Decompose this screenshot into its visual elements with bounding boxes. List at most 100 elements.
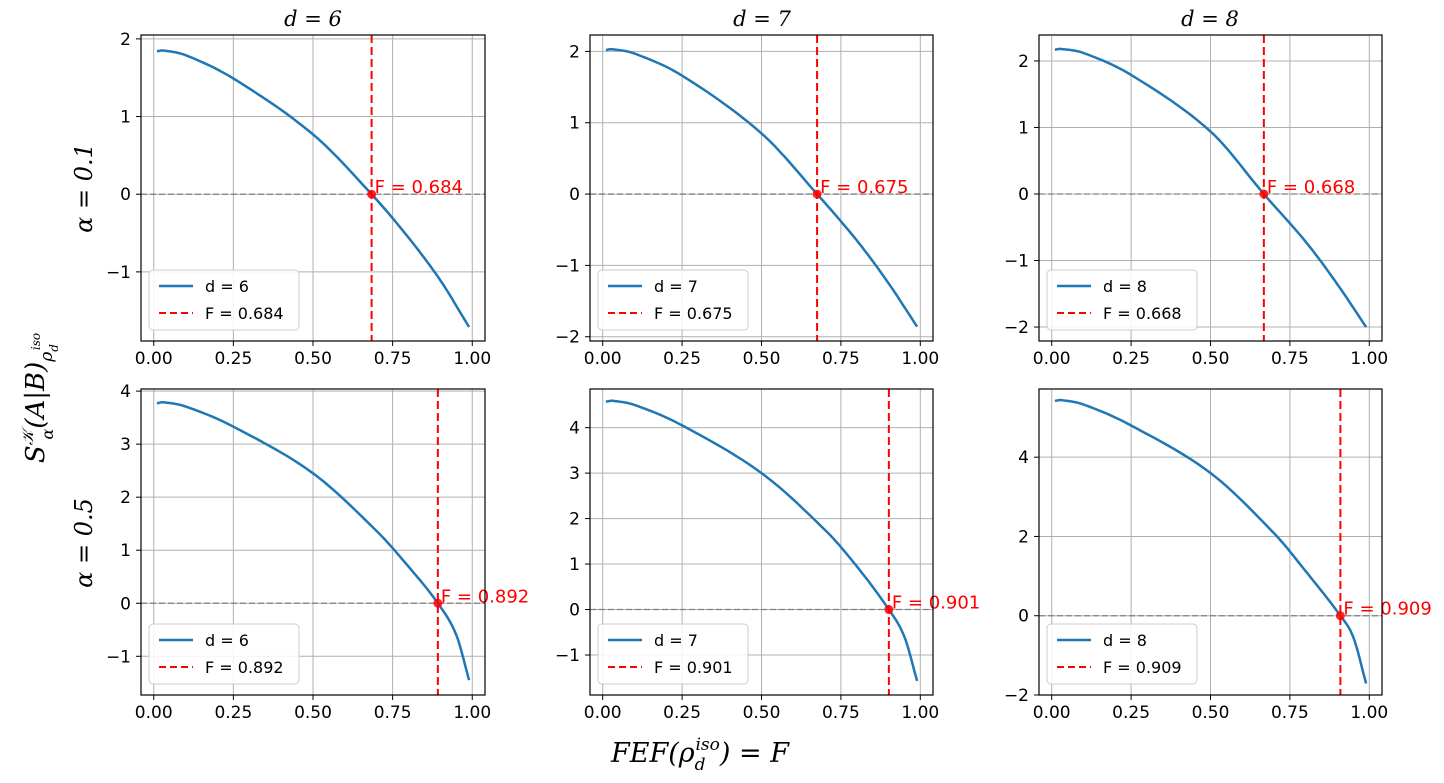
ylabel-sub: α: [38, 428, 57, 439]
y-tick-label: 3: [569, 464, 580, 484]
column-title-d7: d = 7: [733, 7, 791, 31]
threshold-point: [433, 598, 443, 608]
shared-y-label: S𝒦α(A|B)ρdiso: [18, 333, 61, 463]
panel-2: F = 0.675 0.00 0.25 0.50 0.75 1.00 −2 −1 0 1 2 d = …: [555, 34, 939, 369]
y-tick-label: 0: [120, 594, 131, 614]
y-tick-label: 0: [120, 185, 131, 205]
x-tick-label: 0.50: [294, 703, 332, 723]
x-tick-label: 0.25: [214, 703, 252, 723]
legend-curve-label: d = 8: [1103, 631, 1147, 650]
x-tick-label: 0.25: [663, 703, 701, 723]
x-tick-label: 1.00: [453, 349, 491, 369]
y-tick-label: −2: [1004, 318, 1029, 338]
x-tick-label: 0.00: [584, 349, 622, 369]
ylabel-rho-sub: d: [47, 344, 61, 352]
threshold-point: [1259, 189, 1269, 199]
y-tick-label: 0: [569, 601, 580, 621]
x-tick-label: 1.00: [1350, 349, 1388, 369]
panel-5: F = 0.901 0.00 0.25 0.50 0.75 1.00 −1 0 1 2 3 4 d = …: [555, 388, 980, 723]
threshold-point: [367, 189, 377, 199]
y-tick-label: −1: [555, 646, 580, 666]
y-tick-label: −1: [106, 263, 131, 283]
xlabel-main: FEF(ρ: [610, 738, 695, 769]
x-tick-label: 0.00: [135, 703, 173, 723]
x-tick-label: 0.75: [1271, 703, 1309, 723]
svg-text:S𝒦α(A|B)ρdiso: S𝒦α(A|B)ρdiso: [18, 333, 61, 463]
y-tick-label: 0: [569, 185, 580, 205]
xlabel-sub: d: [695, 755, 706, 775]
y-tick-label: 4: [120, 382, 131, 402]
y-tick-label: 1: [120, 108, 131, 128]
ylabel-rho: ρ: [37, 352, 57, 363]
y-tick-label: −1: [555, 256, 580, 276]
threshold-annotation: F = 0.684: [375, 177, 463, 198]
y-tick-label: 1: [1018, 118, 1029, 138]
x-tick-label: 0.00: [584, 703, 622, 723]
y-tick-label: −2: [555, 328, 580, 348]
threshold-point: [812, 189, 822, 199]
x-tick-label: 0.50: [1192, 703, 1230, 723]
legend-curve-label: d = 7: [654, 631, 698, 650]
y-tick-label: 1: [120, 541, 131, 561]
y-tick-label: 2: [120, 30, 131, 50]
column-title-d8: d = 8: [1181, 7, 1239, 31]
x-tick-label: 0.50: [743, 349, 781, 369]
panel-4: F = 0.892 0.00 0.25 0.50 0.75 1.00 −1 0 1 2 3 4 d = …: [106, 382, 529, 723]
x-tick-label: 1.00: [901, 703, 939, 723]
x-tick-label: 0.75: [822, 349, 860, 369]
x-tick-label: 0.75: [374, 349, 412, 369]
legend-curve-label: d = 7: [654, 277, 698, 296]
y-tick-label: 4: [569, 419, 580, 439]
y-tick-label: 2: [569, 42, 580, 62]
x-tick-label: 1.00: [901, 349, 939, 369]
series-line-d7: [605, 47, 919, 328]
y-tick-label: 2: [569, 510, 580, 530]
panel-1: F = 0.684 0.00 0.25 0.50 0.75 1.00 −1 0 1 2 d = 6 F…: [106, 30, 491, 369]
row-label-alpha-0-5: α = 0.5: [70, 498, 98, 588]
series-line-d6: [156, 49, 471, 328]
ylabel-s: S: [21, 445, 51, 463]
x-tick-label: 0.25: [1112, 349, 1150, 369]
x-tick-label: 0.25: [1112, 703, 1150, 723]
x-tick-label: 0.75: [1271, 349, 1309, 369]
x-tick-label: 1.00: [453, 703, 491, 723]
legend-curve-label: d = 6: [205, 277, 249, 296]
legend-curve-label: d = 6: [205, 631, 249, 650]
y-tick-label: 1: [569, 555, 580, 575]
y-tick-label: −1: [1004, 252, 1029, 272]
y-tick-label: 1: [569, 114, 580, 134]
x-tick-label: 0.50: [743, 703, 781, 723]
xlabel-rest: ) = F: [719, 738, 790, 769]
y-tick-label: 2: [120, 488, 131, 508]
x-tick-label: 0.00: [135, 349, 173, 369]
panel-3: F = 0.668 0.00 0.25 0.50 0.75 1.00 −2 −1 0 1 2 d = …: [1004, 34, 1388, 369]
y-tick-label: 2: [1018, 52, 1029, 72]
x-tick-label: 0.75: [374, 703, 412, 723]
legend-threshold-label: F = 0.675: [654, 304, 733, 323]
ylabel-rho-sup: iso: [29, 333, 43, 350]
threshold-point: [1335, 611, 1345, 621]
series-line-d8: [1054, 47, 1368, 328]
legend-curve-label: d = 8: [1103, 277, 1147, 296]
x-tick-label: 0.50: [294, 349, 332, 369]
x-tick-label: 1.00: [1350, 703, 1388, 723]
column-title-d6: d = 6: [284, 7, 342, 31]
legend-threshold-label: F = 0.668: [1103, 304, 1182, 323]
threshold-annotation: F = 0.909: [1343, 599, 1431, 620]
series-line-d8: [1054, 398, 1368, 684]
x-tick-label: 0.50: [1192, 349, 1230, 369]
y-tick-label: 3: [120, 435, 131, 455]
x-tick-label: 0.25: [663, 349, 701, 369]
threshold-annotation: F = 0.668: [1267, 177, 1355, 198]
shared-x-label: FEF(ρdiso) = F: [610, 735, 790, 775]
y-tick-label: 4: [1018, 448, 1029, 468]
xlabel-sup: iso: [696, 735, 720, 755]
threshold-annotation: F = 0.675: [820, 177, 908, 198]
threshold-point: [884, 605, 894, 615]
x-tick-label: 0.75: [822, 703, 860, 723]
legend-threshold-label: F = 0.684: [205, 304, 284, 323]
legend-threshold-label: F = 0.892: [205, 658, 284, 677]
x-tick-label: 0.25: [214, 349, 252, 369]
y-tick-label: −1: [106, 647, 131, 667]
